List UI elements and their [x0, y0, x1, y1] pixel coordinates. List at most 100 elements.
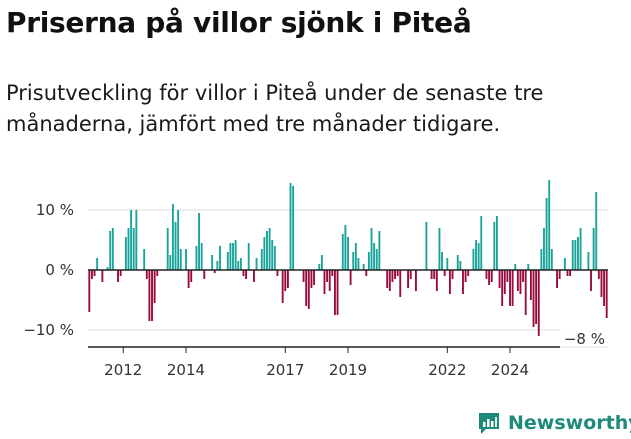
bar	[239, 258, 242, 270]
bar	[130, 210, 133, 270]
bar	[198, 213, 200, 270]
bar	[357, 258, 360, 270]
bar	[467, 270, 470, 276]
bar	[286, 270, 289, 288]
bar	[443, 270, 446, 276]
bar	[605, 270, 608, 318]
bar	[93, 270, 96, 276]
bar	[407, 270, 410, 288]
bar	[307, 270, 310, 309]
bar	[226, 252, 229, 270]
bar	[341, 234, 344, 270]
bar	[255, 258, 258, 270]
last-value-label: −8 %	[564, 330, 605, 348]
bar	[289, 183, 292, 270]
bar	[597, 270, 600, 279]
bar	[101, 270, 104, 282]
bar	[600, 270, 603, 297]
bar	[386, 270, 389, 288]
bar	[305, 270, 308, 306]
bar	[336, 270, 339, 315]
bar	[119, 270, 122, 276]
bar	[281, 270, 284, 303]
bar	[284, 270, 287, 291]
bar	[203, 270, 206, 279]
bar	[475, 240, 477, 270]
bar	[328, 270, 331, 291]
bar	[595, 192, 598, 270]
bar	[535, 270, 538, 324]
bar	[472, 249, 475, 270]
bar	[260, 249, 263, 270]
bar	[90, 270, 93, 279]
bar	[506, 270, 509, 282]
bar	[545, 198, 548, 270]
bar	[344, 225, 347, 270]
bar	[106, 267, 109, 270]
newsworthy-logo-icon	[479, 413, 499, 434]
bar	[234, 240, 237, 270]
bar	[550, 249, 553, 270]
bar	[435, 270, 438, 291]
bar	[569, 270, 572, 276]
bar	[88, 270, 91, 312]
bar	[388, 270, 391, 291]
bar	[438, 228, 441, 270]
bar	[263, 237, 266, 270]
bar	[519, 270, 522, 294]
bar	[169, 255, 172, 270]
bar	[480, 216, 483, 270]
bar	[271, 240, 274, 270]
bar	[394, 270, 396, 279]
x-tick-label: 2017	[266, 361, 304, 379]
bar	[527, 264, 530, 270]
bar	[242, 270, 245, 276]
bar	[292, 186, 295, 270]
bar	[485, 270, 488, 279]
bar	[391, 270, 394, 282]
bar	[245, 270, 248, 279]
bar	[135, 210, 138, 270]
bar	[187, 270, 190, 288]
bar	[503, 270, 506, 294]
bar	[493, 222, 496, 270]
bar	[200, 243, 203, 270]
bar	[587, 252, 590, 270]
bar	[313, 270, 315, 285]
bar	[333, 270, 336, 315]
bar	[132, 228, 135, 270]
bar	[462, 270, 464, 294]
bar	[318, 264, 321, 270]
x-tick-label: 2012	[104, 361, 142, 379]
bar	[448, 270, 451, 294]
bar	[326, 270, 329, 282]
bar	[153, 270, 156, 303]
y-tick-label: 0 %	[45, 261, 74, 279]
tick-labels: 10 % 0 % −10 % 2012 2014 2017 2019 2022 2024 −8 %	[23, 201, 608, 379]
bar	[109, 231, 112, 270]
bar	[124, 237, 127, 270]
bar	[179, 249, 182, 270]
bar	[566, 270, 569, 276]
bar	[373, 243, 376, 270]
bar	[498, 270, 501, 288]
bar	[524, 270, 527, 315]
bar	[446, 258, 449, 270]
bar	[516, 270, 519, 291]
bar	[399, 270, 402, 297]
bar	[310, 270, 313, 288]
bar	[232, 243, 234, 270]
bar	[174, 222, 177, 270]
bar	[396, 270, 399, 276]
bar	[563, 258, 566, 270]
bar	[496, 216, 498, 270]
bar	[425, 222, 428, 270]
x-tick-label: 2019	[329, 361, 367, 379]
bar	[509, 270, 511, 306]
bar	[590, 270, 592, 291]
bar	[365, 270, 368, 276]
bar	[514, 264, 517, 270]
bar	[477, 243, 480, 270]
bar	[370, 228, 373, 270]
bar	[331, 270, 334, 276]
